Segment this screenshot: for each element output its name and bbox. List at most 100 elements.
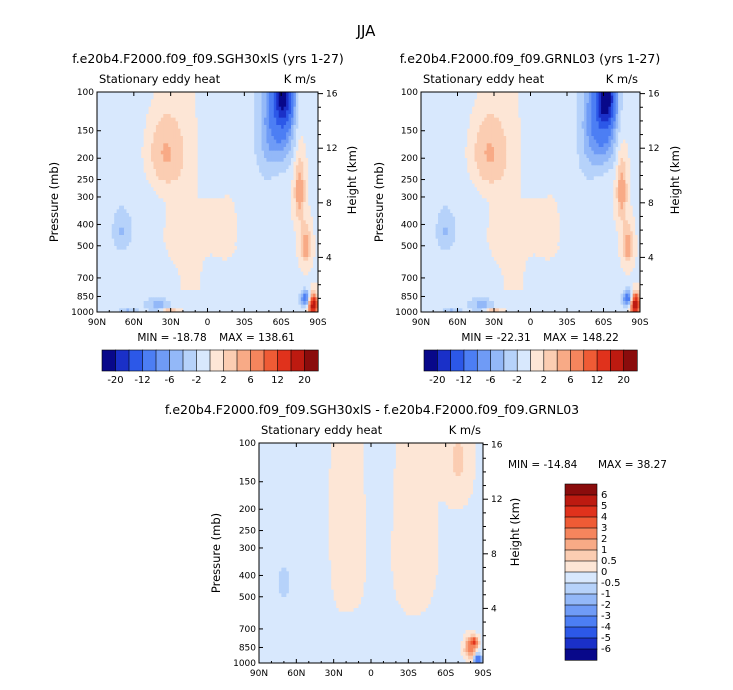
- field-cell: [175, 136, 179, 141]
- field-cell: [163, 194, 167, 199]
- field-cell: [133, 260, 137, 265]
- field-cell: [121, 128, 125, 133]
- field-cell: [133, 224, 137, 229]
- field-cell: [209, 176, 213, 181]
- field-cell: [212, 275, 216, 280]
- field-cell: [268, 121, 272, 126]
- field-cell: [214, 150, 218, 155]
- field-cell: [278, 257, 282, 262]
- field-cell: [209, 209, 213, 214]
- field-cell: [180, 128, 184, 133]
- field-cell: [266, 242, 270, 247]
- field-cell: [281, 106, 285, 111]
- field-cell: [290, 216, 294, 221]
- field-cell: [141, 264, 145, 269]
- field-cell: [305, 275, 309, 280]
- field-cell: [276, 268, 280, 273]
- field-cell: [178, 183, 181, 188]
- field-cell: [232, 106, 235, 111]
- field-cell: [136, 121, 140, 126]
- field-cell: [271, 154, 275, 159]
- field-cell: [283, 238, 287, 243]
- field-cell: [303, 275, 307, 280]
- field-cell: [268, 176, 272, 181]
- field-cell: [163, 176, 167, 181]
- field-cell: [163, 125, 167, 130]
- field-cell: [310, 121, 314, 126]
- field-cell: [158, 132, 162, 137]
- field-cell: [300, 110, 304, 115]
- field-cell: [281, 264, 285, 269]
- field-cell: [126, 264, 130, 269]
- field-cell: [251, 143, 255, 148]
- field-cell: [114, 246, 118, 251]
- field-cell: [175, 275, 179, 280]
- field-cell: [141, 150, 145, 155]
- field-cell: [298, 136, 302, 141]
- field-cell: [268, 161, 272, 166]
- field-cell: [97, 180, 100, 185]
- field-cell: [101, 216, 105, 221]
- field-cell: [116, 220, 120, 225]
- field-cell: [278, 121, 282, 126]
- field-cell: [234, 187, 238, 192]
- field-cell: [224, 213, 228, 218]
- field-cell: [251, 268, 255, 273]
- field-cell: [236, 264, 240, 269]
- field-cell: [305, 202, 309, 207]
- field-cell: [148, 293, 152, 298]
- field-cell: [209, 253, 213, 258]
- field-cell: [251, 103, 255, 108]
- field-cell: [224, 220, 228, 225]
- field-cell: [295, 125, 299, 130]
- field-cell: [305, 238, 309, 243]
- field-cell: [261, 165, 265, 170]
- field-cell: [263, 279, 267, 284]
- field-cell: [212, 220, 216, 225]
- field-cell: [283, 191, 287, 196]
- field-cell: [158, 191, 162, 196]
- field-cell: [141, 202, 145, 207]
- field-cell: [197, 121, 201, 126]
- field-cell: [109, 125, 113, 130]
- field-cell: [138, 143, 142, 148]
- field-cell: [160, 275, 164, 280]
- field-cell: [173, 125, 177, 130]
- field-cell: [165, 246, 169, 251]
- field-cell: [202, 176, 206, 181]
- field-cell: [288, 176, 292, 181]
- field-cell: [141, 103, 145, 108]
- field-cell: [273, 213, 277, 218]
- field-cell: [170, 187, 174, 192]
- field-cell: [263, 290, 267, 295]
- field-cell: [224, 110, 228, 115]
- field-cell: [249, 216, 253, 221]
- field-cell: [214, 176, 218, 181]
- field-cell: [212, 209, 216, 214]
- field-cell: [305, 121, 309, 126]
- field-cell: [300, 169, 304, 174]
- field-cell: [239, 264, 243, 269]
- field-cell: [114, 154, 118, 159]
- field-cell: [214, 209, 218, 214]
- field-cell: [229, 92, 233, 97]
- field-cell: [209, 191, 213, 196]
- field-cell: [315, 110, 318, 115]
- field-cell: [131, 114, 135, 119]
- field-cell: [315, 143, 318, 148]
- field-cell: [256, 154, 260, 159]
- field-cell: [104, 187, 108, 192]
- field-cell: [261, 125, 265, 130]
- field-cell: [182, 202, 186, 207]
- field-cell: [205, 253, 208, 258]
- field-cell: [293, 205, 297, 210]
- field-cell: [146, 279, 150, 284]
- field-cell: [212, 117, 216, 122]
- field-cell: [263, 194, 267, 199]
- field-cell: [224, 268, 228, 273]
- field-cell: [293, 121, 297, 126]
- field-cell: [187, 180, 191, 185]
- field-cell: [288, 183, 292, 188]
- field-cell: [136, 246, 140, 251]
- field-cell: [121, 158, 125, 163]
